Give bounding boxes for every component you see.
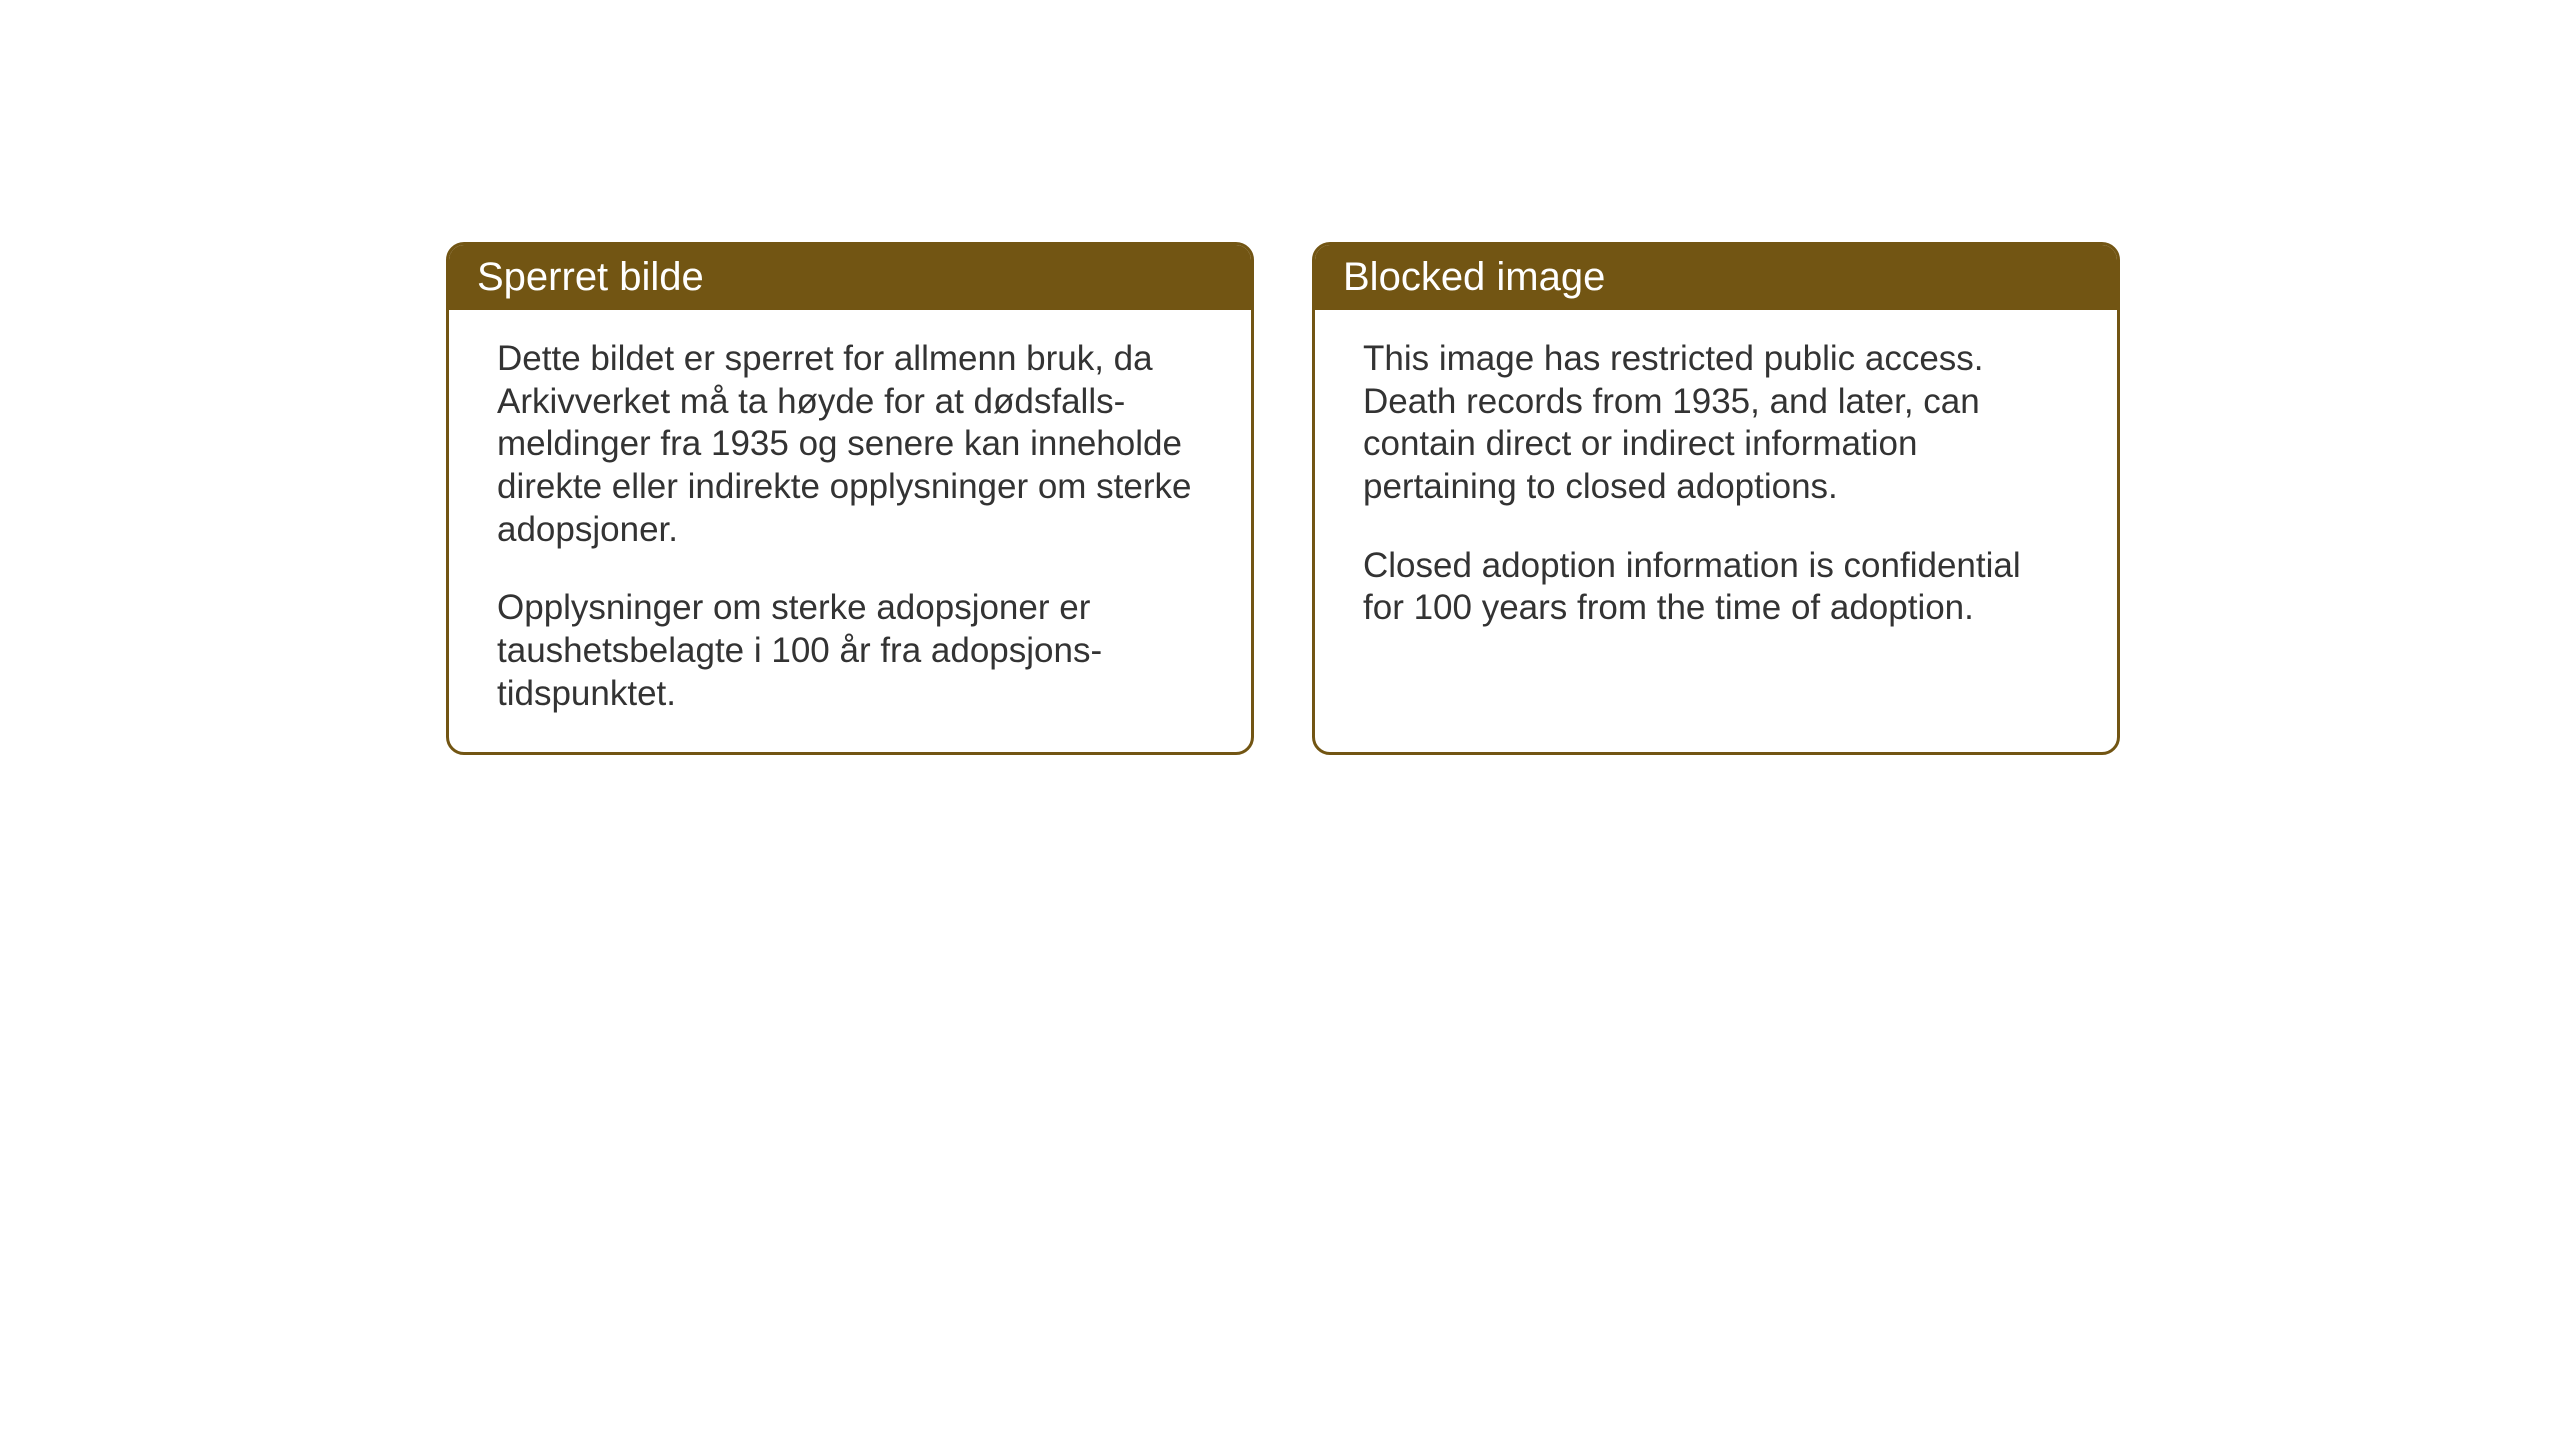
card-paragraph: Dette bildet er sperret for allmenn bruk… [497, 338, 1203, 551]
notice-card-norwegian: Sperret bilde Dette bildet er sperret fo… [446, 242, 1254, 755]
card-body: Dette bildet er sperret for allmenn bruk… [449, 310, 1251, 752]
card-title: Sperret bilde [477, 255, 704, 299]
card-paragraph: Closed adoption information is confident… [1363, 545, 2069, 630]
card-paragraph: This image has restricted public access.… [1363, 338, 2069, 509]
card-paragraph: Opplysninger om sterke adopsjoner er tau… [497, 587, 1203, 715]
notice-container: Sperret bilde Dette bildet er sperret fo… [446, 242, 2120, 755]
card-header: Sperret bilde [449, 245, 1251, 310]
card-body: This image has restricted public access.… [1315, 310, 2117, 704]
notice-card-english: Blocked image This image has restricted … [1312, 242, 2120, 755]
card-title: Blocked image [1343, 255, 1605, 299]
card-header: Blocked image [1315, 245, 2117, 310]
